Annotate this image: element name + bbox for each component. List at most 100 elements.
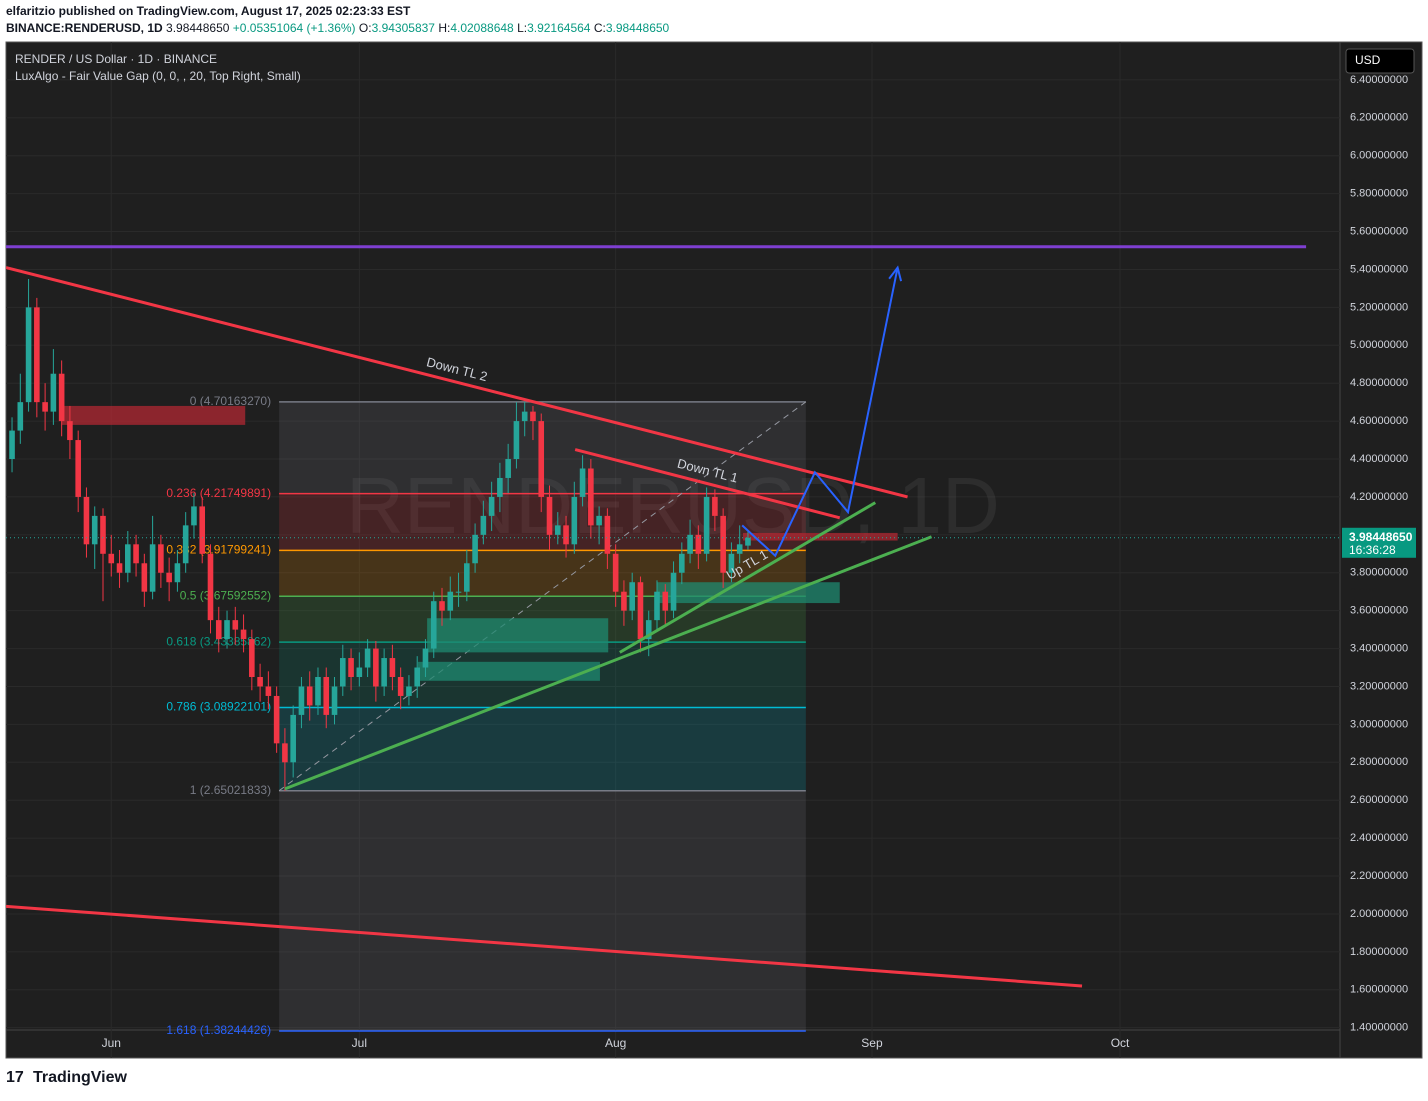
candle-body: [670, 572, 677, 611]
candle-body: [257, 677, 263, 687]
fib-label: 0.382 (3.91799241): [166, 543, 271, 557]
change: +0.05351064 (+1.36%): [233, 21, 356, 35]
fib-label: 0 (4.70163270): [190, 394, 271, 408]
candle-body: [348, 658, 354, 677]
h-label: H:: [438, 21, 450, 35]
y-tick-label: 6.40000000: [1350, 74, 1408, 86]
trend-line: [6, 266, 908, 499]
candle-body: [315, 677, 321, 706]
candle-body: [464, 563, 470, 592]
fib-label: 0.5 (3.67592552): [180, 588, 271, 602]
candle-body: [612, 553, 619, 592]
candle-body: [50, 373, 57, 412]
y-tick-label: 5.20000000: [1350, 301, 1408, 313]
o: 3.94305837: [372, 21, 436, 35]
x-tick-label: Jul: [352, 1036, 367, 1050]
fvg-box: [61, 405, 246, 425]
candle-body: [290, 714, 296, 763]
candle-body: [356, 667, 363, 677]
trend-line: [284, 535, 933, 791]
candle-body: [249, 639, 255, 677]
candle-body: [298, 686, 305, 715]
x-tick-label: Sep: [861, 1036, 883, 1050]
candle-body: [530, 411, 536, 422]
candle-body: [58, 373, 65, 422]
candle-body: [654, 591, 660, 621]
last-price-tag: [1342, 527, 1416, 558]
h: 4.02088648: [450, 21, 514, 35]
y-tick-label: 1.40000000: [1350, 1022, 1408, 1034]
y-tick-label: 3.60000000: [1350, 605, 1408, 617]
candle-body: [373, 648, 379, 687]
arrow-head: [888, 265, 903, 282]
candle-body: [124, 544, 131, 573]
candle-body: [199, 506, 206, 554]
y-tick-label: 3.80000000: [1350, 567, 1408, 579]
candle-body: [323, 677, 330, 715]
price: 3.98448650: [166, 21, 230, 35]
candle-body: [158, 544, 164, 573]
candle-body: [637, 582, 644, 640]
trend-line: [574, 448, 841, 520]
candle-body: [83, 496, 90, 545]
trend-line: [6, 904, 1083, 988]
candle-body: [645, 620, 652, 640]
candle-body: [240, 629, 247, 640]
o-label: O:: [359, 21, 372, 35]
currency[interactable]: USD: [1355, 53, 1381, 67]
candle-body: [695, 534, 702, 554]
plot: RENDERUSD, 1D 0 (4.70163270)0.236 (4.217…: [6, 42, 1340, 1058]
legend-line2: LuxAlgo - Fair Value Gap (0, 0, , 20, To…: [15, 69, 301, 83]
candle-body: [430, 601, 437, 649]
fvg-box: [427, 618, 609, 653]
c: 3.98448650: [606, 21, 670, 35]
candle-body: [745, 537, 751, 546]
candle-body: [439, 601, 445, 611]
symbol: BINANCE:RENDERUSD, 1D: [6, 21, 163, 35]
candle-body: [679, 553, 685, 573]
candle-body: [579, 468, 586, 497]
l: 3.92164564: [527, 21, 591, 35]
fvg-box: [418, 661, 600, 681]
candle-body: [25, 307, 32, 403]
candle-body: [728, 553, 735, 573]
footer-logo[interactable]: TradingView: [33, 1069, 128, 1086]
candle-body: [571, 496, 578, 545]
fib-band: [279, 493, 806, 551]
candle-body: [273, 695, 280, 744]
y-tick-label: 4.80000000: [1350, 377, 1408, 389]
fib-band: [279, 707, 806, 791]
currency-button[interactable]: [1345, 48, 1415, 74]
candle-body: [9, 430, 15, 460]
candle-body: [381, 658, 387, 687]
candle-body: [339, 658, 346, 687]
candle-body: [282, 743, 288, 763]
y-tick-label: 1.80000000: [1350, 946, 1408, 958]
candle-body: [588, 468, 594, 526]
candle-body: [215, 620, 222, 640]
candle-body: [497, 477, 503, 497]
candle-body: [447, 591, 454, 611]
y-tick-label: 2.00000000: [1350, 908, 1408, 920]
x-tick-label: Jun: [102, 1036, 121, 1050]
candle-body: [306, 686, 313, 706]
candle-body: [331, 686, 338, 715]
y-tick-label: 3.20000000: [1350, 680, 1408, 692]
candle-body: [141, 563, 148, 592]
candle-body: [108, 553, 115, 564]
candle-body: [42, 402, 48, 412]
candle-body: [662, 591, 669, 611]
candle-body: [604, 515, 611, 554]
fib-label: 0.786 (3.08922101): [166, 700, 271, 714]
y-tick-label: 5.40000000: [1350, 263, 1408, 275]
candle-body: [554, 525, 561, 535]
candle-body: [191, 506, 197, 526]
candle-body: [488, 496, 495, 516]
fib-label: 1 (2.65021833): [190, 783, 271, 797]
countdown: 16:36:28: [1349, 543, 1396, 557]
fvg-box: [742, 532, 898, 541]
candle-body: [364, 648, 371, 668]
fib-band: [279, 790, 806, 1031]
y-tick-label: 2.40000000: [1350, 832, 1408, 844]
